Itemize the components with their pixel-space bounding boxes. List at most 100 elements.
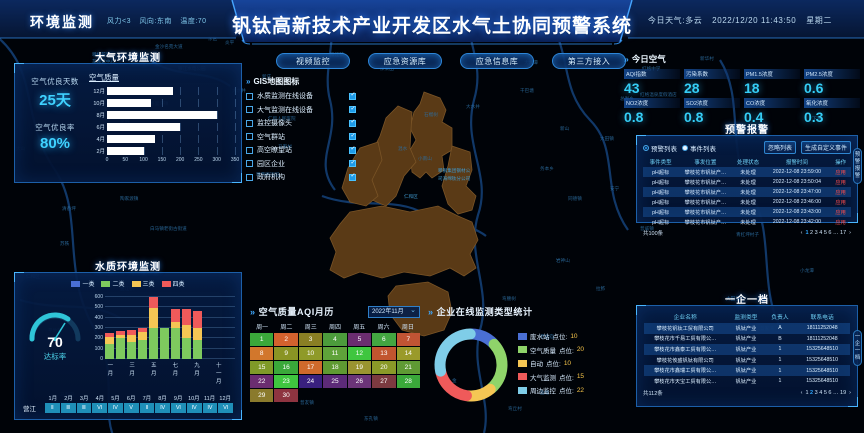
calendar-day-cell[interactable]: 17 [298,361,323,374]
calendar-day-cell[interactable]: 22 [250,375,274,388]
layer-checkbox[interactable] [349,118,356,127]
table-row[interactable]: pH超标 攀枝花市钒钛产… 未处理 2022-12-08 23:59:00 应用 [643,167,851,177]
page-link[interactable]: 1 [805,230,811,236]
legend-item[interactable]: 二类 [101,279,125,288]
table-row[interactable]: pH超标 攀枝花市钒钛产… 未处理 2022-12-08 23:43:00 应用 [643,207,851,217]
alert-action-link[interactable]: 应用 [835,179,846,186]
donut-legend-item[interactable]: 空气质量 点位: 20 [518,345,584,355]
calendar-day-cell[interactable]: 7 [396,333,420,346]
page-link[interactable]: 5 [823,389,829,396]
radio-event-list[interactable]: 事件列表 [682,143,716,153]
layer-checkbox[interactable] [349,105,356,113]
nav-button-emergency-info[interactable]: 应急信息库 [460,53,534,69]
layer-checkbox[interactable] [349,145,356,154]
calendar-day-cell[interactable]: 12 [347,347,372,360]
page-link[interactable]: 5 [823,230,829,236]
calendar-day-cell[interactable]: 16 [274,361,298,374]
prev-page-icon[interactable]: ‹ [800,389,803,396]
gis-layer-item[interactable]: 大气监测在线设备 [246,105,356,115]
calendar-day-cell[interactable]: 1 [250,333,274,346]
calendar-day-cell[interactable]: 26 [347,375,372,388]
donut-legend-item[interactable]: 废水站 点位: 10 [518,331,584,341]
gis-layer-item[interactable]: 监控摄像头 [246,118,356,128]
donut-legend-item[interactable]: 自动 点位: 10 [518,358,584,368]
calendar-day-cell[interactable]: 20 [372,361,396,374]
table-row[interactable]: 攀枝花攸盛钒钛有限公司 钒钛产业 1 15325648510 [644,355,850,366]
table-row[interactable]: 攀枝花市天宝工贸有限公… 钒钛产业 1 15325648510 [644,376,850,387]
radio-warning-list[interactable]: 预警列表 [643,143,677,153]
layer-checkbox[interactable] [349,91,356,100]
page-link[interactable]: 2 [810,389,815,396]
calendar-day-cell[interactable]: 15 [250,361,274,374]
gis-layer-item[interactable]: 高空瞭望站 [246,145,356,155]
donut-legend-item[interactable]: 周边监控 点位: 22 [518,385,584,395]
alert-action-link[interactable]: 应用 [830,167,851,177]
table-row[interactable]: 攀枝花市鑫瑞工贸有限公… 钒钛产业 1 15325648510 [644,365,850,376]
calendar-day-cell[interactable]: 8 [250,347,274,360]
calendar-day-cell[interactable]: 6 [372,333,396,346]
calendar-day-cell[interactable]: 19 [347,361,372,374]
alert-action-link[interactable]: 应用 [830,207,851,217]
ignore-list-button[interactable]: 忽略列表 [763,141,796,154]
calendar-day-cell[interactable]: 13 [372,347,396,360]
calendar-day-cell[interactable]: 21 [396,361,420,374]
layer-checkbox[interactable] [349,172,356,181]
layer-checkbox[interactable] [349,159,356,167]
page-link[interactable]: 6 [828,389,833,396]
side-tab-enterprise[interactable]: 一企一档 [853,330,862,366]
calendar-day-cell[interactable]: 5 [347,333,372,346]
calendar-day-cell[interactable]: 2 [274,333,298,346]
nav-button-third-party[interactable]: 第三方接入 [552,53,626,69]
page-link[interactable]: 4 [819,389,824,396]
create-event-button[interactable]: 生成自定义事件 [800,141,851,154]
month-select[interactable]: 2022年11月 [368,305,420,318]
calendar-day-cell[interactable]: 11 [323,347,347,360]
page-link[interactable]: 1 [805,389,811,396]
next-page-icon[interactable]: › [849,389,851,396]
side-tab-alert[interactable]: 预警报警 [853,148,862,184]
calendar-day-cell[interactable]: 23 [274,375,298,388]
calendar-day-cell[interactable]: 9 [274,347,298,360]
calendar-day-cell[interactable]: 14 [396,347,420,360]
prev-page-icon[interactable]: ‹ [800,230,803,236]
table-row[interactable]: pH超标 攀枝花市钒钛产… 未处理 2022-12-08 23:50:04 应用 [643,177,851,187]
calendar-day-cell[interactable]: 24 [298,375,323,388]
gis-layer-item[interactable]: 空气群站 [246,132,356,142]
nav-button-video-monitor[interactable]: 视频监控 [276,53,350,69]
calendar-day-cell[interactable]: 25 [323,375,347,388]
calendar-day-cell[interactable]: 4 [323,333,347,346]
page-link[interactable]: 3 [814,230,820,236]
table-row[interactable]: 攀枝花市千易工贸有限公… 钒钛产业 B 18111252048 [644,334,850,345]
page-link[interactable]: 3 [814,389,820,396]
page-link[interactable]: 2 [810,230,815,236]
legend-item[interactable]: 三类 [131,279,155,288]
calendar-day-cell[interactable]: 29 [250,389,274,402]
page-link[interactable]: 17 [840,230,847,236]
page-link[interactable]: 19 [840,389,847,396]
gis-layer-item[interactable]: 园区企业 [246,159,356,169]
next-page-icon[interactable]: › [849,230,851,236]
calendar-day-cell[interactable]: 28 [396,375,420,388]
page-link[interactable]: 4 [819,230,824,236]
nav-button-emergency-resources[interactable]: 应急资源库 [368,53,442,69]
page-link[interactable]: … [833,389,841,396]
table-row[interactable]: pH超标 攀枝花市钒钛产… 未处理 2022-12-08 23:42:00 应用 [643,217,851,227]
table-row[interactable]: pH超标 攀枝花市钒钛产… 未处理 2022-12-08 23:46:00 应用 [643,197,851,207]
donut-legend-item[interactable]: 大气监测 点位: 15 [518,372,584,382]
page-link[interactable]: 6 [828,230,833,236]
page-link[interactable]: … [833,230,841,236]
legend-item[interactable]: 一类 [71,279,94,288]
calendar-day-cell[interactable]: 3 [298,333,323,346]
gis-layer-item[interactable]: 政府机构 [246,172,356,182]
calendar-day-cell[interactable]: 30 [274,389,298,402]
gis-layer-item[interactable]: 水质监测在线设备 [246,91,356,101]
alert-action-link[interactable]: 应用 [835,219,846,226]
calendar-day-cell[interactable]: 18 [323,361,347,374]
alert-action-link[interactable]: 应用 [830,187,851,197]
calendar-day-cell[interactable]: 27 [372,375,396,388]
calendar-day-cell[interactable]: 10 [298,347,323,360]
layer-checkbox[interactable] [349,132,356,140]
table-row[interactable]: pH超标 攀枝花市钒钛产… 未处理 2022-12-08 23:47:00 应用 [643,187,851,197]
legend-item[interactable]: 四类 [161,279,185,288]
alert-action-link[interactable]: 应用 [835,199,846,206]
